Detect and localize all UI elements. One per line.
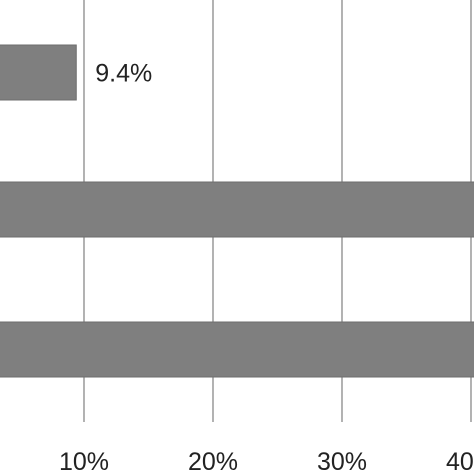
bar-2 bbox=[0, 181, 474, 238]
bars bbox=[0, 44, 474, 378]
bar-3 bbox=[0, 321, 474, 378]
x-tick-label: 20% bbox=[188, 448, 238, 474]
x-tick-label: 40% bbox=[446, 448, 474, 474]
x-axis-ticks: 10% 20% 30% 40% bbox=[59, 448, 474, 474]
x-tick-label: 30% bbox=[317, 448, 367, 474]
x-tick-label: 10% bbox=[59, 448, 109, 474]
data-labels: 9.4% bbox=[95, 60, 152, 88]
bar-1 bbox=[0, 44, 77, 101]
data-label-bar-1: 9.4% bbox=[95, 60, 152, 88]
